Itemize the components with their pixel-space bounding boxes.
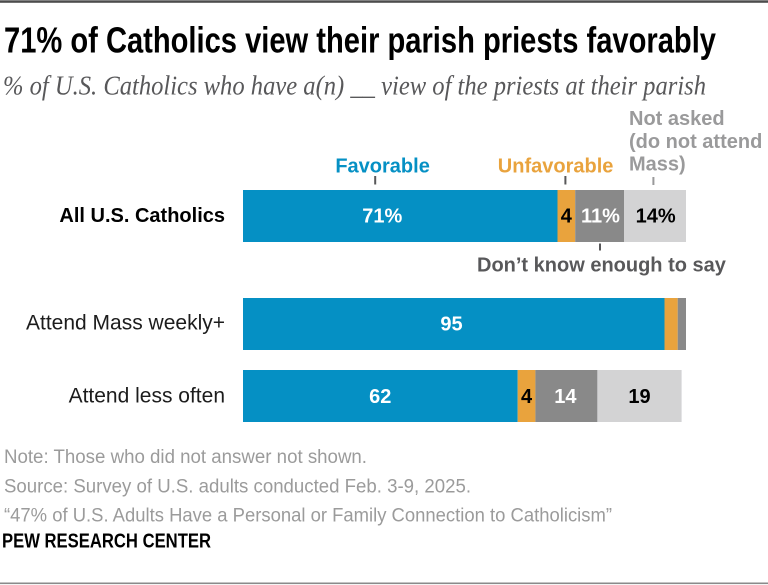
svg-text:Unfavorable: Unfavorable — [498, 156, 614, 178]
svg-text:Note: Those who did not answer: Note: Those who did not answer not shown… — [4, 447, 367, 468]
svg-text:(do not attend: (do not attend — [629, 131, 762, 153]
svg-text:19: 19 — [628, 386, 650, 408]
svg-text:Source: Survey of U.S. adults: Source: Survey of U.S. adults conducted … — [4, 476, 471, 497]
svg-text:“47% of U.S. Adults Have a Per: “47% of U.S. Adults Have a Personal or F… — [4, 506, 612, 527]
svg-text:Favorable: Favorable — [335, 156, 429, 178]
svg-text:62: 62 — [369, 386, 391, 408]
svg-text:Mass): Mass) — [629, 154, 686, 176]
svg-text:11%: 11% — [581, 206, 620, 228]
svg-text:4: 4 — [521, 386, 533, 408]
svg-text:All U.S. Catholics: All U.S. Catholics — [59, 205, 225, 227]
svg-text:Don’t know enough to say: Don’t know enough to say — [477, 255, 727, 277]
svg-text:PEW RESEARCH CENTER: PEW RESEARCH CENTER — [2, 530, 211, 552]
svg-text:71% of Catholics view their pa: 71% of Catholics view their parish pries… — [4, 20, 717, 61]
svg-text:Attend less often: Attend less often — [69, 385, 225, 408]
svg-text:71%: 71% — [362, 206, 402, 228]
svg-text:Not asked: Not asked — [629, 108, 725, 130]
svg-text:14: 14 — [554, 386, 577, 408]
svg-text:% of U.S. Catholics who have a: % of U.S. Catholics who have a(n) __ vie… — [3, 69, 706, 100]
svg-text:14%: 14% — [636, 206, 676, 228]
svg-text:Attend Mass weekly+: Attend Mass weekly+ — [26, 312, 225, 335]
svg-text:4: 4 — [561, 206, 573, 228]
svg-text:95: 95 — [440, 313, 462, 335]
